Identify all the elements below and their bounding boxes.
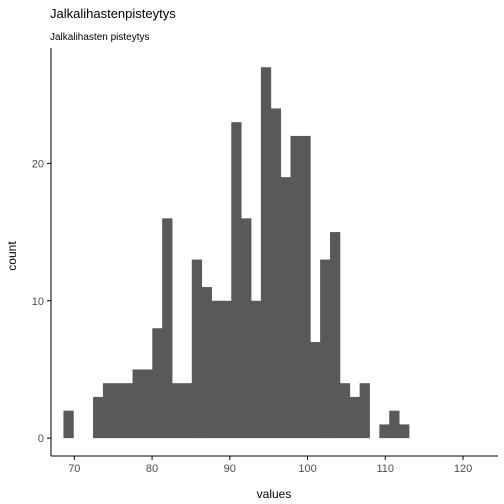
y-tick-label-0: 0 xyxy=(38,433,44,445)
histogram-bar-14 xyxy=(201,287,212,439)
histogram-bar-16 xyxy=(221,300,232,439)
histogram-bar-32 xyxy=(379,424,390,439)
y-tick-label-10: 10 xyxy=(32,296,44,308)
histogram-bar-33 xyxy=(389,410,400,439)
histogram-bar-3 xyxy=(93,396,104,439)
x-tick-label-90: 90 xyxy=(224,463,236,475)
histogram-bar-7 xyxy=(132,369,143,439)
histogram-bar-6 xyxy=(122,383,133,439)
histogram-bar-4 xyxy=(102,383,114,439)
histogram-bar-9 xyxy=(152,328,163,439)
histogram-bar-20 xyxy=(260,67,272,439)
histogram-bar-18 xyxy=(241,218,252,439)
histogram-bar-29 xyxy=(349,396,361,439)
histogram-bar-28 xyxy=(339,383,351,439)
histogram-bar-5 xyxy=(112,383,124,439)
y-axis-ticks: 0 10 20 xyxy=(32,158,51,445)
x-tick-label-120: 120 xyxy=(454,463,472,475)
histogram-bar-19 xyxy=(251,300,262,439)
histogram-bar-24 xyxy=(300,135,311,439)
x-tick-label-70: 70 xyxy=(68,463,80,475)
histogram-bar-12 xyxy=(181,383,193,439)
histogram-bar-30 xyxy=(359,383,370,439)
x-tick-label-110: 110 xyxy=(377,463,395,475)
histogram-bar-34 xyxy=(399,424,410,439)
histogram-bar-22 xyxy=(280,177,291,439)
x-axis-title: values xyxy=(257,487,292,501)
histogram-bar-11 xyxy=(172,383,183,439)
x-tick-label-80: 80 xyxy=(146,463,158,475)
histogram-bar-8 xyxy=(142,369,153,439)
histogram-bar-10 xyxy=(162,218,173,439)
histogram-bars xyxy=(63,67,410,439)
y-axis-title: count xyxy=(5,241,19,271)
y-tick-label-20: 20 xyxy=(32,158,44,170)
histogram-bar-0 xyxy=(63,410,74,439)
histogram-bar-15 xyxy=(211,300,222,439)
histogram-bar-25 xyxy=(310,341,321,439)
x-tick-label-100: 100 xyxy=(298,463,316,475)
histogram-bar-27 xyxy=(330,232,341,439)
histogram-bar-13 xyxy=(191,259,203,439)
histogram-bar-23 xyxy=(290,135,301,439)
x-axis-ticks: 70 80 90 100 110 120 xyxy=(68,456,472,475)
chart-subtitle: Jalkalihasten pisteytys xyxy=(50,32,150,43)
histogram-bar-26 xyxy=(320,259,331,439)
histogram-bar-21 xyxy=(270,108,282,439)
histogram-bar-17 xyxy=(231,122,242,439)
chart-title: Jalkalihastenpisteytys xyxy=(50,6,176,21)
